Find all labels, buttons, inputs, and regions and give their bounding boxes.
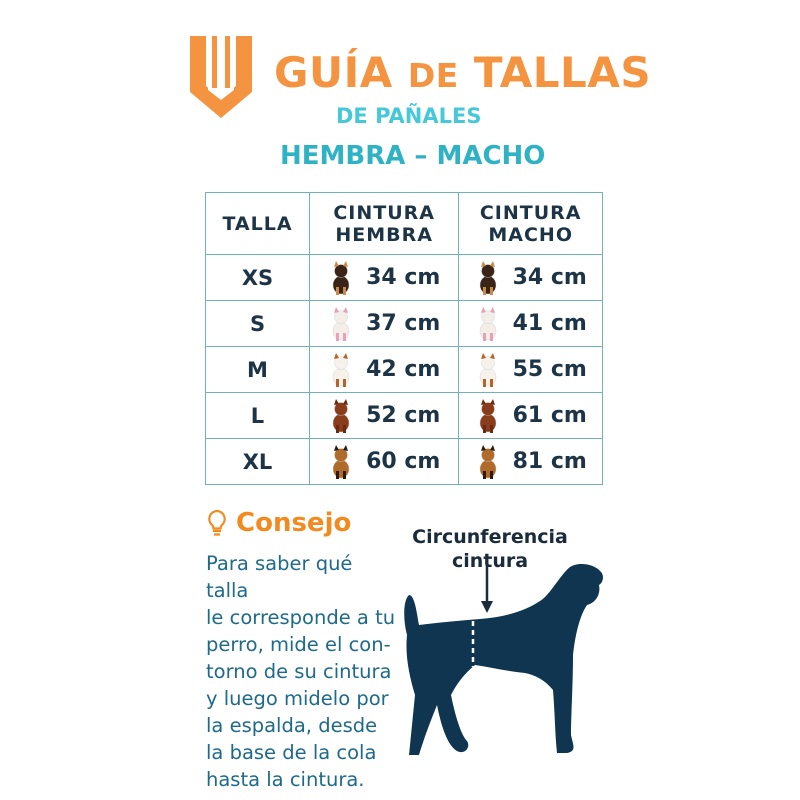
logo-icon — [190, 36, 252, 118]
female-waist: 42 cm — [366, 357, 441, 382]
size-cell: S — [205, 300, 310, 347]
maltese-dog-icon — [479, 306, 496, 341]
female-cell: 42 cm — [308, 346, 460, 393]
tip-line: Para saber qué talla — [206, 552, 353, 602]
beagle-dog-icon — [479, 352, 496, 387]
german-shepherd-dog-icon — [332, 444, 350, 479]
cocker-spaniel-dog-icon — [332, 398, 350, 433]
female-waist: 34 cm — [366, 265, 441, 290]
size-cell: L — [205, 392, 310, 439]
size-table: TALLA CINTURA HEMBRA CINTURA MACHO XS 34… — [205, 192, 603, 485]
female-cell: 34 cm — [308, 254, 460, 301]
female-waist: 37 cm — [366, 311, 441, 336]
chihuahua-dog-icon — [332, 260, 350, 295]
gender-subtitle: HEMBRA – MACHO — [280, 141, 546, 171]
male-cell: 81 cm — [458, 438, 603, 485]
female-cell: 52 cm — [308, 392, 460, 439]
table-row: S 37 cm 41 cm — [205, 300, 603, 347]
male-waist: 55 cm — [512, 357, 587, 382]
male-cell: 61 cm — [458, 392, 603, 439]
female-waist: 52 cm — [366, 403, 441, 428]
tip-line: la espalda, desde — [206, 714, 378, 737]
header-size: TALLA — [205, 192, 310, 255]
tip-line: le corresponde a tu — [206, 606, 396, 629]
size-cell: M — [205, 346, 310, 393]
tip-line: y luego midelo por — [206, 687, 389, 710]
male-waist: 81 cm — [512, 449, 587, 474]
tip-line: hasta la cintura. — [206, 768, 365, 791]
subtitle: DE PAÑALES — [336, 104, 482, 128]
female-cell: 60 cm — [308, 438, 460, 485]
beagle-dog-icon — [332, 352, 350, 387]
table-row: M 42 cm 55 cm — [205, 346, 603, 393]
female-waist: 60 cm — [366, 449, 441, 474]
size-cell: XL — [205, 438, 310, 485]
male-waist: 61 cm — [512, 403, 587, 428]
tip-heading: Consejo — [206, 508, 351, 538]
chihuahua-dog-icon — [479, 260, 496, 295]
size-cell: XS — [205, 254, 310, 301]
dog-silhouette-diagram — [404, 557, 603, 755]
table-row: L 52 cm 61 cm — [205, 392, 603, 439]
german-shepherd-dog-icon — [479, 444, 496, 479]
cocker-spaniel-dog-icon — [479, 398, 496, 433]
lightbulb-icon — [208, 509, 226, 536]
male-waist: 34 cm — [512, 265, 587, 290]
tip-title: Consejo — [236, 508, 352, 538]
female-cell: 37 cm — [308, 300, 460, 347]
table-row: XS 34 cm 34 cm — [205, 254, 603, 301]
male-cell: 34 cm — [458, 254, 603, 301]
maltese-dog-icon — [332, 306, 350, 341]
header-female: CINTURA HEMBRA — [308, 192, 460, 255]
page-title: GUÍA DE TALLAS — [274, 48, 652, 97]
table-row: XL 60 cm 81 cm — [205, 438, 603, 485]
tip-body: Para saber qué talla le corresponde a tu p… — [206, 550, 396, 793]
male-cell: 41 cm — [458, 300, 603, 347]
tip-line: torno de su cintura — [206, 660, 392, 683]
table-header: TALLA CINTURA HEMBRA CINTURA MACHO — [205, 192, 603, 255]
tip-line: perro, mide el con- — [206, 633, 391, 656]
male-cell: 55 cm — [458, 346, 603, 393]
header-male: CINTURA MACHO — [458, 192, 603, 255]
waist-label: Circunferencia cintura — [412, 526, 568, 572]
male-waist: 41 cm — [512, 311, 587, 336]
tip-line: la base de la cola — [206, 741, 377, 764]
